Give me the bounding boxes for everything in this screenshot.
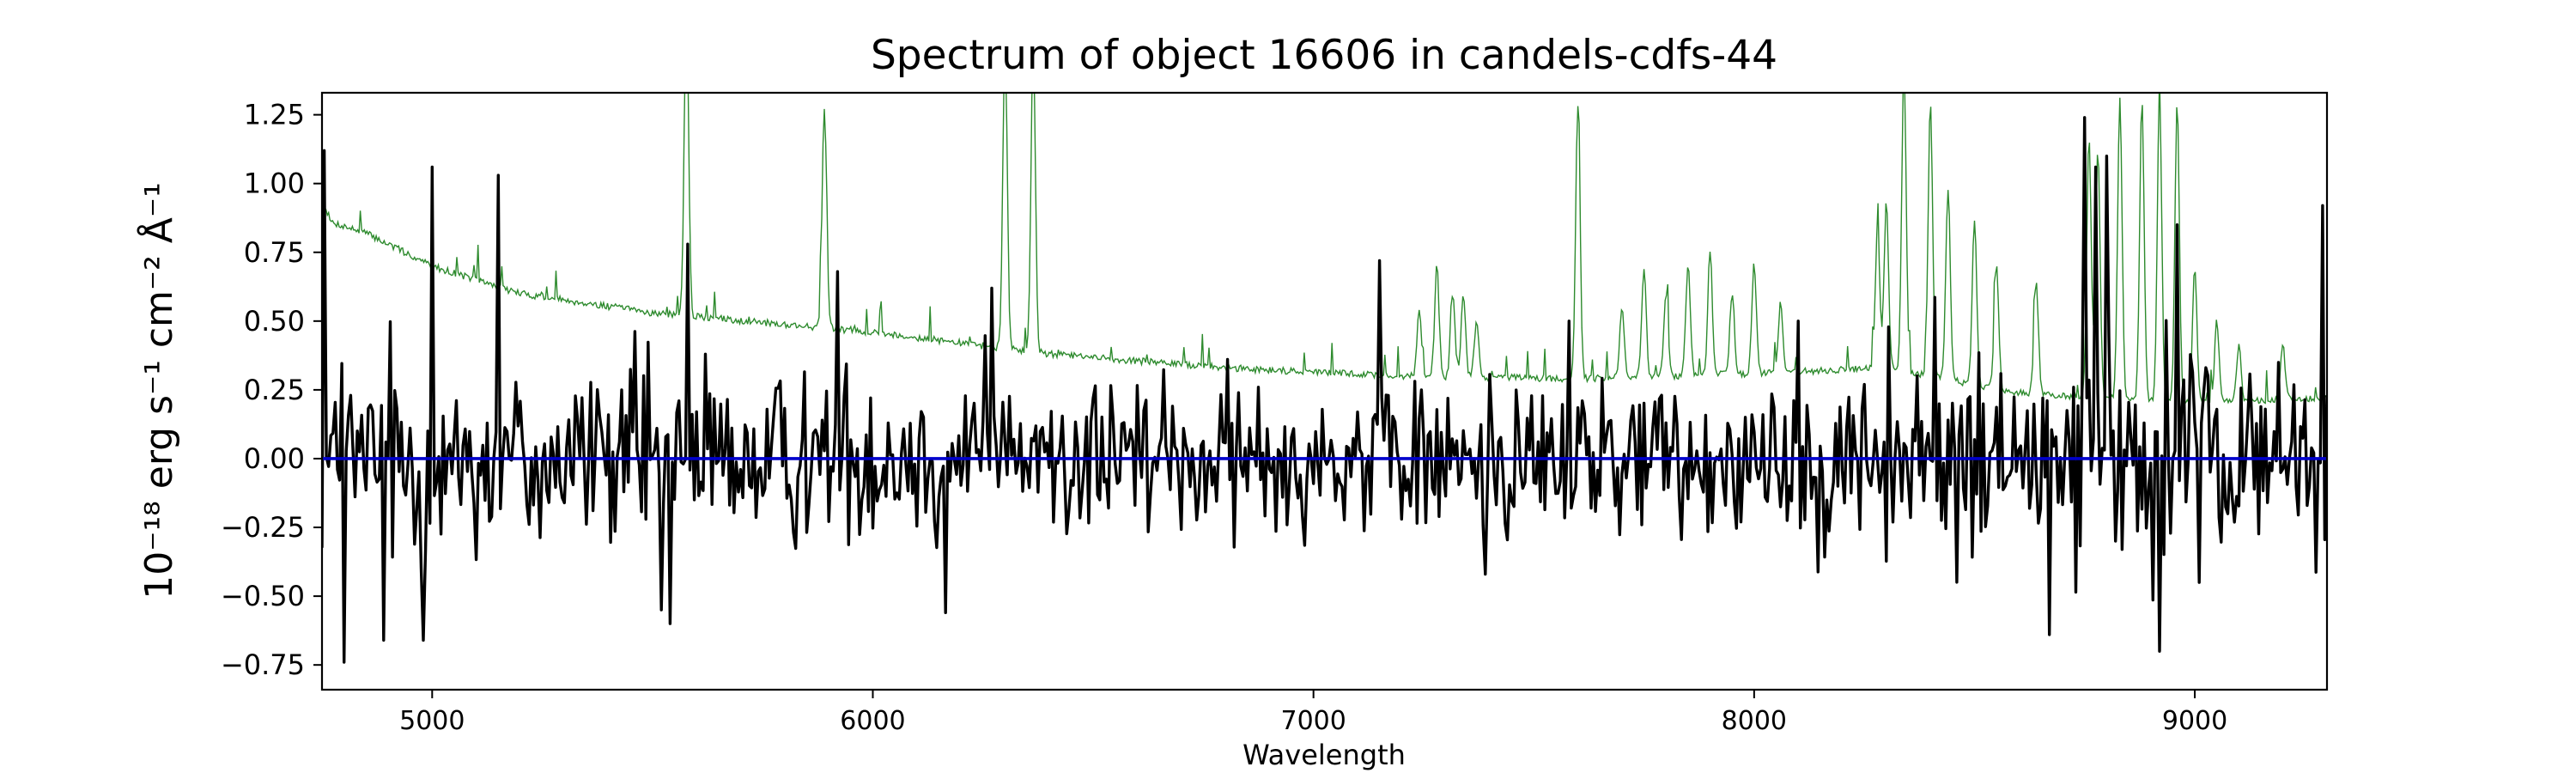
y-tick-label: −0.50 xyxy=(221,580,305,612)
y-tick-label: 1.25 xyxy=(244,99,305,131)
y-axis: −0.75 −0.50 −0.25 0.00 0.25 0.50 0.75 1.00 1.25 xyxy=(221,99,322,681)
chart-title: Spectrum of object 16606 in candels-cdfs… xyxy=(871,32,1777,79)
x-tick-label: 5000 xyxy=(399,706,465,736)
y-tick-label: 0.75 xyxy=(244,236,305,269)
x-tick-label: 8000 xyxy=(1722,706,1787,736)
y-tick-label: 0.25 xyxy=(244,374,305,406)
x-axis-label: Wavelength xyxy=(1242,739,1406,771)
plot-lines xyxy=(322,93,2327,664)
x-axis: 5000 6000 7000 8000 9000 xyxy=(399,690,2227,736)
y-tick-label: 0.00 xyxy=(244,442,305,475)
y-tick-label: 0.50 xyxy=(244,305,305,338)
plot-frame xyxy=(320,91,2329,691)
x-tick-label: 7000 xyxy=(1280,706,1346,736)
y-tick-label: −0.25 xyxy=(221,511,305,544)
x-tick-label: 6000 xyxy=(840,706,905,736)
x-tick-label: 9000 xyxy=(2162,706,2227,736)
y-tick-label: −0.75 xyxy=(221,648,305,681)
y-tick-label: 1.00 xyxy=(244,167,305,200)
y-axis-label: 10⁻¹⁸ erg s⁻¹ cm⁻² Å⁻¹ xyxy=(136,182,181,599)
noise-spectrum-line xyxy=(322,93,2327,406)
